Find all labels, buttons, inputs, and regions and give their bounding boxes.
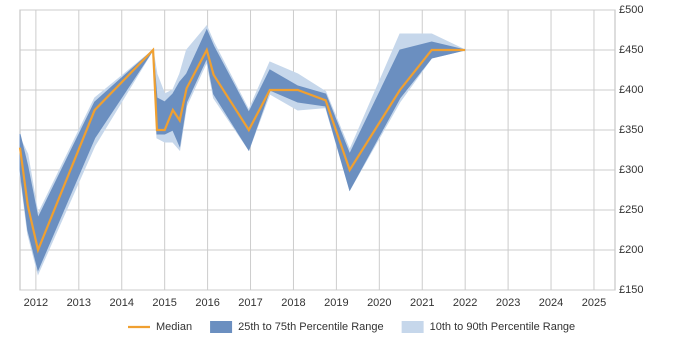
x-tick-label: 2014 — [110, 297, 134, 309]
x-tick-label: 2018 — [281, 297, 305, 309]
x-tick-label: 2022 — [453, 297, 477, 309]
y-tick-label: £400 — [619, 84, 643, 96]
x-tick-label: 2021 — [410, 297, 434, 309]
y-tick-label: £150 — [619, 284, 643, 296]
legend-label: Median — [156, 321, 192, 333]
x-tick-label: 2017 — [238, 297, 262, 309]
x-tick-label: 2016 — [195, 297, 219, 309]
plot-area — [19, 9, 616, 291]
legend-swatch — [401, 321, 424, 333]
x-tick-label: 2013 — [67, 297, 91, 309]
x-tick-label: 2019 — [324, 297, 348, 309]
legend-label: 25th to 75th Percentile Range — [238, 321, 384, 333]
median-line — [18, 47, 466, 254]
x-tick-label: 2024 — [539, 297, 563, 309]
legend-label: 10th to 90th Percentile Range — [430, 321, 576, 333]
y-tick-label: £500 — [619, 4, 643, 16]
y-tick-label: £450 — [619, 44, 643, 56]
x-tick-label: 2023 — [496, 297, 520, 309]
x-tick-label: 2025 — [582, 297, 606, 309]
range-area — [19, 28, 466, 272]
y-tick-label: £200 — [619, 244, 643, 256]
y-tick-label: £300 — [619, 164, 643, 176]
y-tick-label: £350 — [619, 124, 643, 136]
x-tick-label: 2012 — [24, 297, 48, 309]
y-tick-label: £250 — [619, 204, 643, 216]
x-tick-label: 2020 — [367, 297, 391, 309]
legend-swatch — [210, 321, 233, 333]
x-tick-label: 2015 — [152, 297, 176, 309]
